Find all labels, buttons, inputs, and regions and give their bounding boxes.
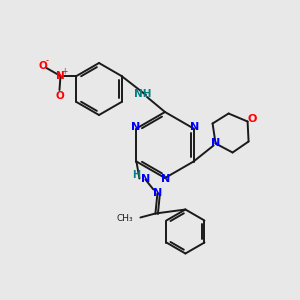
Text: +: + bbox=[61, 67, 68, 76]
Text: H: H bbox=[132, 170, 140, 181]
Text: O: O bbox=[55, 91, 64, 101]
Text: N: N bbox=[211, 139, 220, 148]
Text: N: N bbox=[131, 122, 140, 133]
Text: NH: NH bbox=[134, 89, 152, 99]
Text: O: O bbox=[38, 61, 47, 71]
Text: N: N bbox=[161, 174, 171, 184]
Text: N: N bbox=[141, 175, 150, 184]
Text: O: O bbox=[248, 115, 257, 124]
Text: N: N bbox=[56, 71, 65, 81]
Text: CH₃: CH₃ bbox=[117, 214, 134, 223]
Text: -: - bbox=[46, 56, 49, 65]
Text: N: N bbox=[153, 188, 162, 199]
Text: N: N bbox=[190, 122, 199, 133]
